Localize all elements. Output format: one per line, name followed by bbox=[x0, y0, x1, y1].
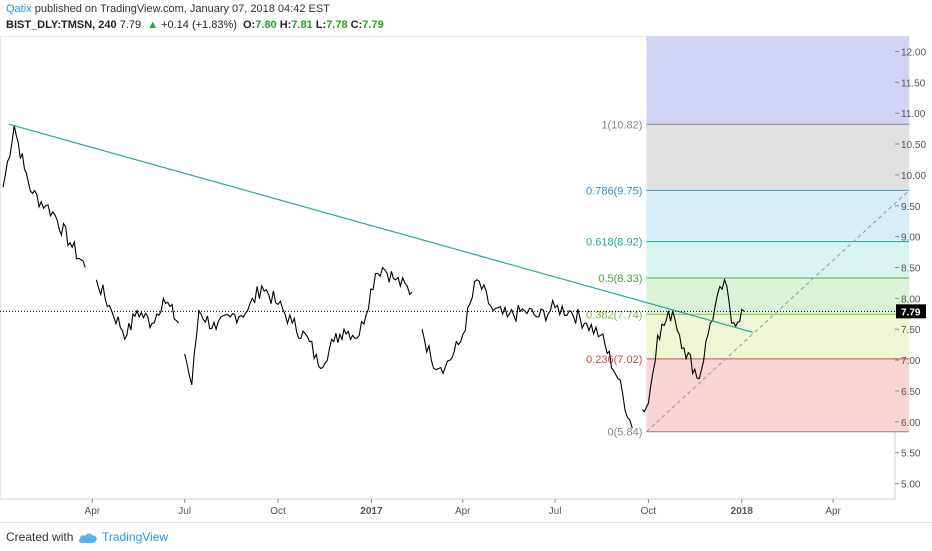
trend-line bbox=[8, 123, 754, 333]
high-label: H: bbox=[279, 19, 292, 31]
up-arrow-icon: ▲ bbox=[147, 19, 159, 31]
open-label: O: bbox=[242, 19, 256, 31]
price-line bbox=[95, 279, 180, 341]
fib-level-label: 0.236(7.02) bbox=[586, 354, 642, 366]
close-value: 7.79 bbox=[362, 19, 384, 31]
x-tick-label: Jul bbox=[178, 506, 191, 517]
y-tick-label: 11.50 bbox=[901, 78, 926, 89]
close-label: C: bbox=[350, 19, 363, 31]
created-with-text: Created with bbox=[6, 530, 74, 544]
y-tick-label: 11.00 bbox=[901, 109, 926, 120]
last-price-tag-label: 7.79 bbox=[901, 307, 921, 318]
y-tick-label: 7.00 bbox=[901, 356, 921, 367]
y-tick-label: 12.00 bbox=[901, 47, 926, 58]
fib-level-label: 0.618(8.92) bbox=[586, 237, 642, 249]
y-tick-label: 5.00 bbox=[901, 480, 921, 491]
x-tick-label: Apr bbox=[85, 506, 101, 517]
x-tick-label: Jul bbox=[549, 506, 562, 517]
last-price: 7.79 bbox=[119, 19, 142, 31]
fib-level-label: 1(10.82) bbox=[601, 119, 642, 131]
fib-zone-top bbox=[646, 36, 910, 125]
fib-zone bbox=[646, 358, 910, 432]
y-tick-label: 10.00 bbox=[901, 171, 926, 182]
fib-zone bbox=[646, 277, 910, 315]
low-label: L: bbox=[315, 19, 327, 31]
price-change: +0.14 (+1.83%) bbox=[161, 19, 237, 31]
open-value: 7.80 bbox=[255, 19, 277, 31]
fib-zone bbox=[646, 314, 910, 359]
high-value: 7.81 bbox=[291, 19, 313, 31]
x-tick-label: 2018 bbox=[731, 506, 754, 517]
y-tick-label: 7.50 bbox=[901, 325, 921, 336]
price-line bbox=[184, 266, 413, 385]
chart-header: Qatix published on TradingView.com, Janu… bbox=[0, 0, 932, 36]
y-tick-label: 6.50 bbox=[901, 387, 921, 398]
symbol-label: BIST_DLY:TMSN, 240 bbox=[6, 19, 117, 31]
author-link[interactable]: Qatix bbox=[6, 3, 32, 15]
x-tick-label: Oct bbox=[270, 506, 286, 517]
fib-zone bbox=[646, 241, 910, 278]
publish-text: published on TradingView.com, January 07… bbox=[34, 3, 330, 15]
y-tick-label: 8.00 bbox=[901, 294, 921, 305]
x-tick-label: Apr bbox=[825, 506, 841, 517]
fib-level-label: 0(5.84) bbox=[608, 427, 643, 439]
price-line bbox=[421, 279, 633, 429]
y-tick-label: 8.50 bbox=[901, 264, 921, 275]
fib-zone bbox=[646, 190, 910, 242]
tradingview-brand: TradingView bbox=[102, 530, 169, 544]
low-value: 7.78 bbox=[326, 19, 348, 31]
fib-level-label: 0.786(9.75) bbox=[586, 185, 642, 197]
tradingview-logo[interactable]: TradingView bbox=[78, 530, 168, 544]
x-tick-label: Oct bbox=[641, 506, 657, 517]
fib-zone bbox=[646, 124, 910, 191]
price-line bbox=[2, 125, 86, 268]
last-price-tag bbox=[896, 304, 926, 319]
price-chart[interactable]: 1(10.82) 0.786(9.75) 0.618(8.92) 0.5(8.33) 0… bbox=[0, 36, 932, 522]
x-tick-label: Apr bbox=[455, 506, 471, 517]
fib-level-label: 0.382(7.74) bbox=[586, 309, 642, 321]
y-tick-label: 9.50 bbox=[901, 202, 921, 213]
price-line bbox=[641, 277, 745, 413]
x-tick-label: 2017 bbox=[360, 506, 383, 517]
fib-level-label: 0.5(8.33) bbox=[598, 273, 642, 285]
publish-info: Qatix published on TradingView.com, Janu… bbox=[6, 3, 330, 15]
footer: Created with TradingView bbox=[0, 522, 932, 551]
y-tick-label: 9.00 bbox=[901, 233, 921, 244]
y-tick-label: 10.50 bbox=[901, 140, 926, 151]
y-tick-label: 5.50 bbox=[901, 449, 921, 460]
symbol-info: BIST_DLY:TMSN, 240 7.79 ▲ +0.14 (+1.83%) … bbox=[6, 19, 384, 31]
y-tick-label: 6.00 bbox=[901, 418, 921, 429]
tradingview-cloud-icon bbox=[78, 533, 97, 543]
